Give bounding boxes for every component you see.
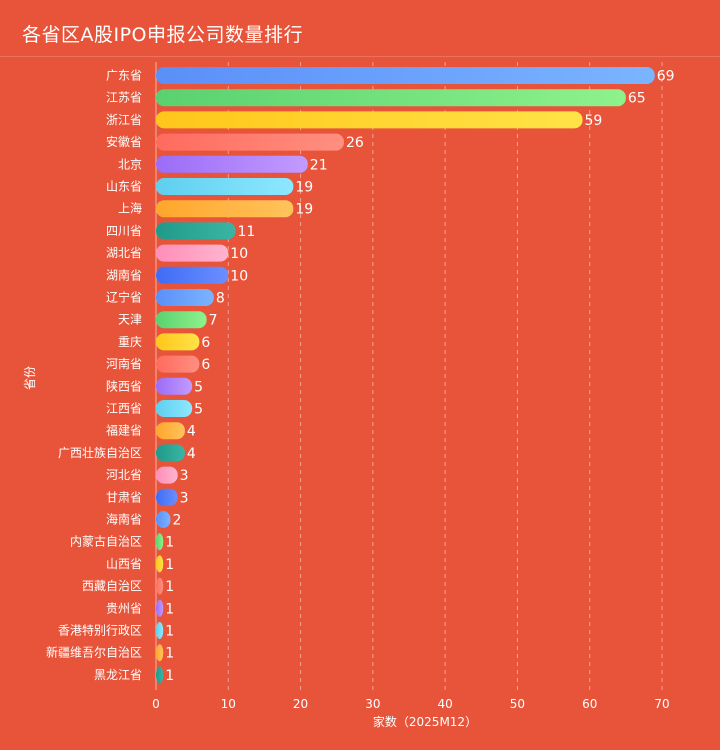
bar <box>156 289 214 306</box>
data-label: 10 <box>230 246 248 262</box>
bar <box>156 67 655 84</box>
y-tick-label: 福建省 <box>106 423 142 438</box>
data-label: 2 <box>172 513 181 529</box>
y-tick-label: 北京 <box>118 157 142 171</box>
bar <box>156 422 185 440</box>
x-tick-label: 10 <box>221 697 236 711</box>
bar <box>156 511 171 528</box>
x-tick-label: 30 <box>365 697 380 711</box>
y-tick-label: 辽宁省 <box>106 290 142 305</box>
data-label: 1 <box>165 601 174 617</box>
y-tick-label: 安徽省 <box>106 134 142 149</box>
y-tick-label: 新疆维吾尔自治区 <box>46 645 142 660</box>
data-label: 21 <box>310 157 328 173</box>
data-label: 6 <box>201 335 210 351</box>
data-label: 6 <box>201 357 210 373</box>
bar <box>156 200 294 218</box>
bar <box>156 89 626 107</box>
data-label: 4 <box>187 446 196 462</box>
data-label: 5 <box>194 402 203 418</box>
data-label: 26 <box>346 135 364 151</box>
data-label: 3 <box>180 468 189 484</box>
x-tick-label: 20 <box>293 697 308 711</box>
y-tick-label: 浙江省 <box>106 113 142 127</box>
x-tick-label: 70 <box>654 697 669 711</box>
y-axis-title: 省份 <box>23 366 37 390</box>
data-label: 8 <box>216 291 225 307</box>
bar <box>156 533 164 551</box>
bar <box>156 155 308 173</box>
y-tick-label: 甘肃省 <box>106 490 142 504</box>
y-tick-label: 湖北省 <box>106 245 142 260</box>
data-label: 65 <box>628 91 646 107</box>
data-label: 1 <box>165 579 174 595</box>
title-divider <box>0 56 720 57</box>
x-tick-label: 0 <box>152 697 160 711</box>
y-tick-label: 香港特别行政区 <box>58 623 142 638</box>
chart-title: 各省区A股IPO申报公司数量排行 <box>22 24 304 46</box>
bar <box>156 266 229 284</box>
data-label: 4 <box>187 424 196 440</box>
y-tick-label: 重庆 <box>118 335 142 349</box>
y-tick-label: 山东省 <box>106 180 142 194</box>
bar <box>156 222 236 240</box>
y-tick-label: 江西省 <box>106 402 142 416</box>
y-tick-label: 江苏省 <box>106 91 142 105</box>
data-label: 1 <box>165 557 174 573</box>
bar <box>156 577 164 595</box>
data-label: 10 <box>230 268 248 284</box>
bar <box>156 355 200 373</box>
y-tick-label: 广西壮族自治区 <box>58 446 142 460</box>
y-tick-label: 四川省 <box>106 224 142 238</box>
y-tick-label: 海南省 <box>106 512 142 527</box>
bar <box>156 111 583 129</box>
x-tick-label: 40 <box>438 697 453 711</box>
bar <box>156 622 164 639</box>
bar <box>156 644 164 662</box>
data-label: 1 <box>165 646 174 662</box>
data-label: 11 <box>238 224 256 240</box>
data-label: 19 <box>295 202 313 218</box>
data-label: 1 <box>165 624 174 640</box>
data-label: 1 <box>165 668 174 684</box>
data-label: 59 <box>584 113 602 129</box>
data-label: 69 <box>657 69 675 85</box>
bar <box>156 488 178 506</box>
bar <box>156 133 344 151</box>
bar <box>156 377 193 395</box>
y-tick-label: 湖南省 <box>106 267 142 282</box>
x-axis-title: 家数（2025M12） <box>373 714 477 729</box>
y-tick-label: 河北省 <box>106 468 142 482</box>
bar <box>156 555 164 573</box>
y-tick-label: 河南省 <box>106 356 142 371</box>
bar <box>156 466 178 484</box>
data-label: 5 <box>194 379 203 395</box>
y-tick-label: 西藏自治区 <box>82 579 142 593</box>
y-tick-label: 上海 <box>118 201 142 216</box>
x-tick-label: 50 <box>510 697 525 711</box>
data-label: 19 <box>295 180 313 196</box>
y-tick-label: 天津 <box>118 313 142 327</box>
bar <box>156 444 185 462</box>
bar <box>156 666 164 684</box>
y-tick-label: 黑龙江省 <box>94 668 142 682</box>
bar <box>156 400 193 417</box>
y-tick-label: 山西省 <box>106 557 142 571</box>
bar <box>156 178 294 195</box>
bar <box>156 244 229 262</box>
y-tick-label: 广东省 <box>106 69 142 83</box>
y-tick-label: 贵州省 <box>106 601 142 615</box>
data-label: 3 <box>180 490 189 506</box>
bar <box>156 311 207 329</box>
bar <box>156 333 200 351</box>
y-tick-label: 内蒙古自治区 <box>70 534 142 549</box>
x-tick-label: 60 <box>582 697 597 711</box>
data-label: 7 <box>209 313 218 329</box>
y-tick-label: 陕西省 <box>106 378 142 393</box>
bar <box>156 599 164 617</box>
data-label: 1 <box>165 535 174 551</box>
